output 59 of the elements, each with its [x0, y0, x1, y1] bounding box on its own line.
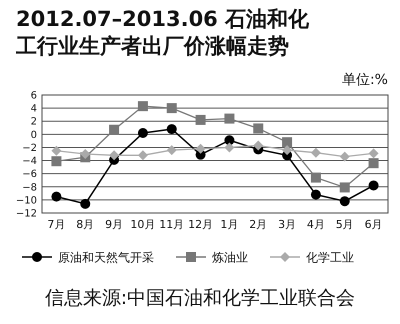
y-tick-label: 4 — [30, 104, 37, 115]
y-tick-label: −12 — [16, 208, 37, 220]
point — [253, 123, 264, 134]
x-tick-label: 5月 — [336, 218, 354, 231]
point — [109, 150, 120, 160]
point — [196, 114, 206, 125]
point — [340, 152, 350, 162]
x-tick-label: 7月 — [47, 218, 66, 231]
legend-label: 原油和天然气开采 — [58, 250, 154, 264]
point — [138, 101, 148, 112]
x-tick-label: 1月 — [220, 218, 238, 231]
y-tick-label: −6 — [22, 169, 37, 180]
point — [368, 148, 379, 158]
point — [51, 192, 62, 202]
y-tick-label: −2 — [22, 142, 37, 154]
point — [310, 190, 321, 200]
point — [109, 124, 120, 135]
point — [310, 148, 321, 158]
x-tick-label: 10月 — [130, 218, 156, 231]
point — [51, 156, 62, 166]
x-tick-label: 11月 — [159, 218, 184, 231]
point — [253, 140, 264, 150]
legend-label: 炼油业 — [212, 250, 248, 264]
chart-title: 2012.07–2013.06 石油和化工行业生产者出厂价涨幅走势 — [15, 7, 310, 58]
y-tick-label: 6 — [30, 90, 37, 102]
point — [310, 172, 321, 183]
x-tick-label: 6月 — [364, 218, 383, 231]
point — [340, 196, 350, 206]
point — [166, 145, 177, 156]
x-tick-label: 8月 — [76, 218, 94, 231]
point — [368, 180, 379, 190]
point — [282, 145, 292, 156]
x-tick-label: 12月 — [188, 218, 214, 231]
y-tick-label: −10 — [16, 195, 37, 206]
text: 单位:% — [342, 72, 388, 88]
x-tick-label: 2月 — [249, 218, 268, 231]
point — [196, 144, 206, 154]
point — [138, 150, 148, 160]
x-tick-label: 9月 — [105, 218, 124, 231]
point — [224, 135, 234, 146]
y-tick-label: 2 — [30, 116, 37, 128]
x-tick-label: 3月 — [278, 218, 296, 231]
point — [80, 198, 90, 209]
x-tick-label: 4月 — [306, 218, 325, 231]
point — [282, 137, 292, 148]
point — [51, 146, 62, 156]
y-tick-label: −8 — [22, 182, 37, 194]
point — [138, 128, 148, 138]
legend-label: 化学工业 — [306, 250, 354, 264]
y-tick-label: 0 — [30, 130, 37, 141]
y-tick-label: −4 — [22, 156, 37, 168]
point — [224, 114, 234, 124]
text: 信息来源:中国石油和化学工业联合会 — [44, 287, 356, 309]
point — [224, 142, 234, 152]
point — [166, 103, 177, 114]
point — [80, 149, 90, 159]
point — [340, 182, 350, 192]
point — [368, 158, 379, 168]
point — [166, 124, 177, 134]
